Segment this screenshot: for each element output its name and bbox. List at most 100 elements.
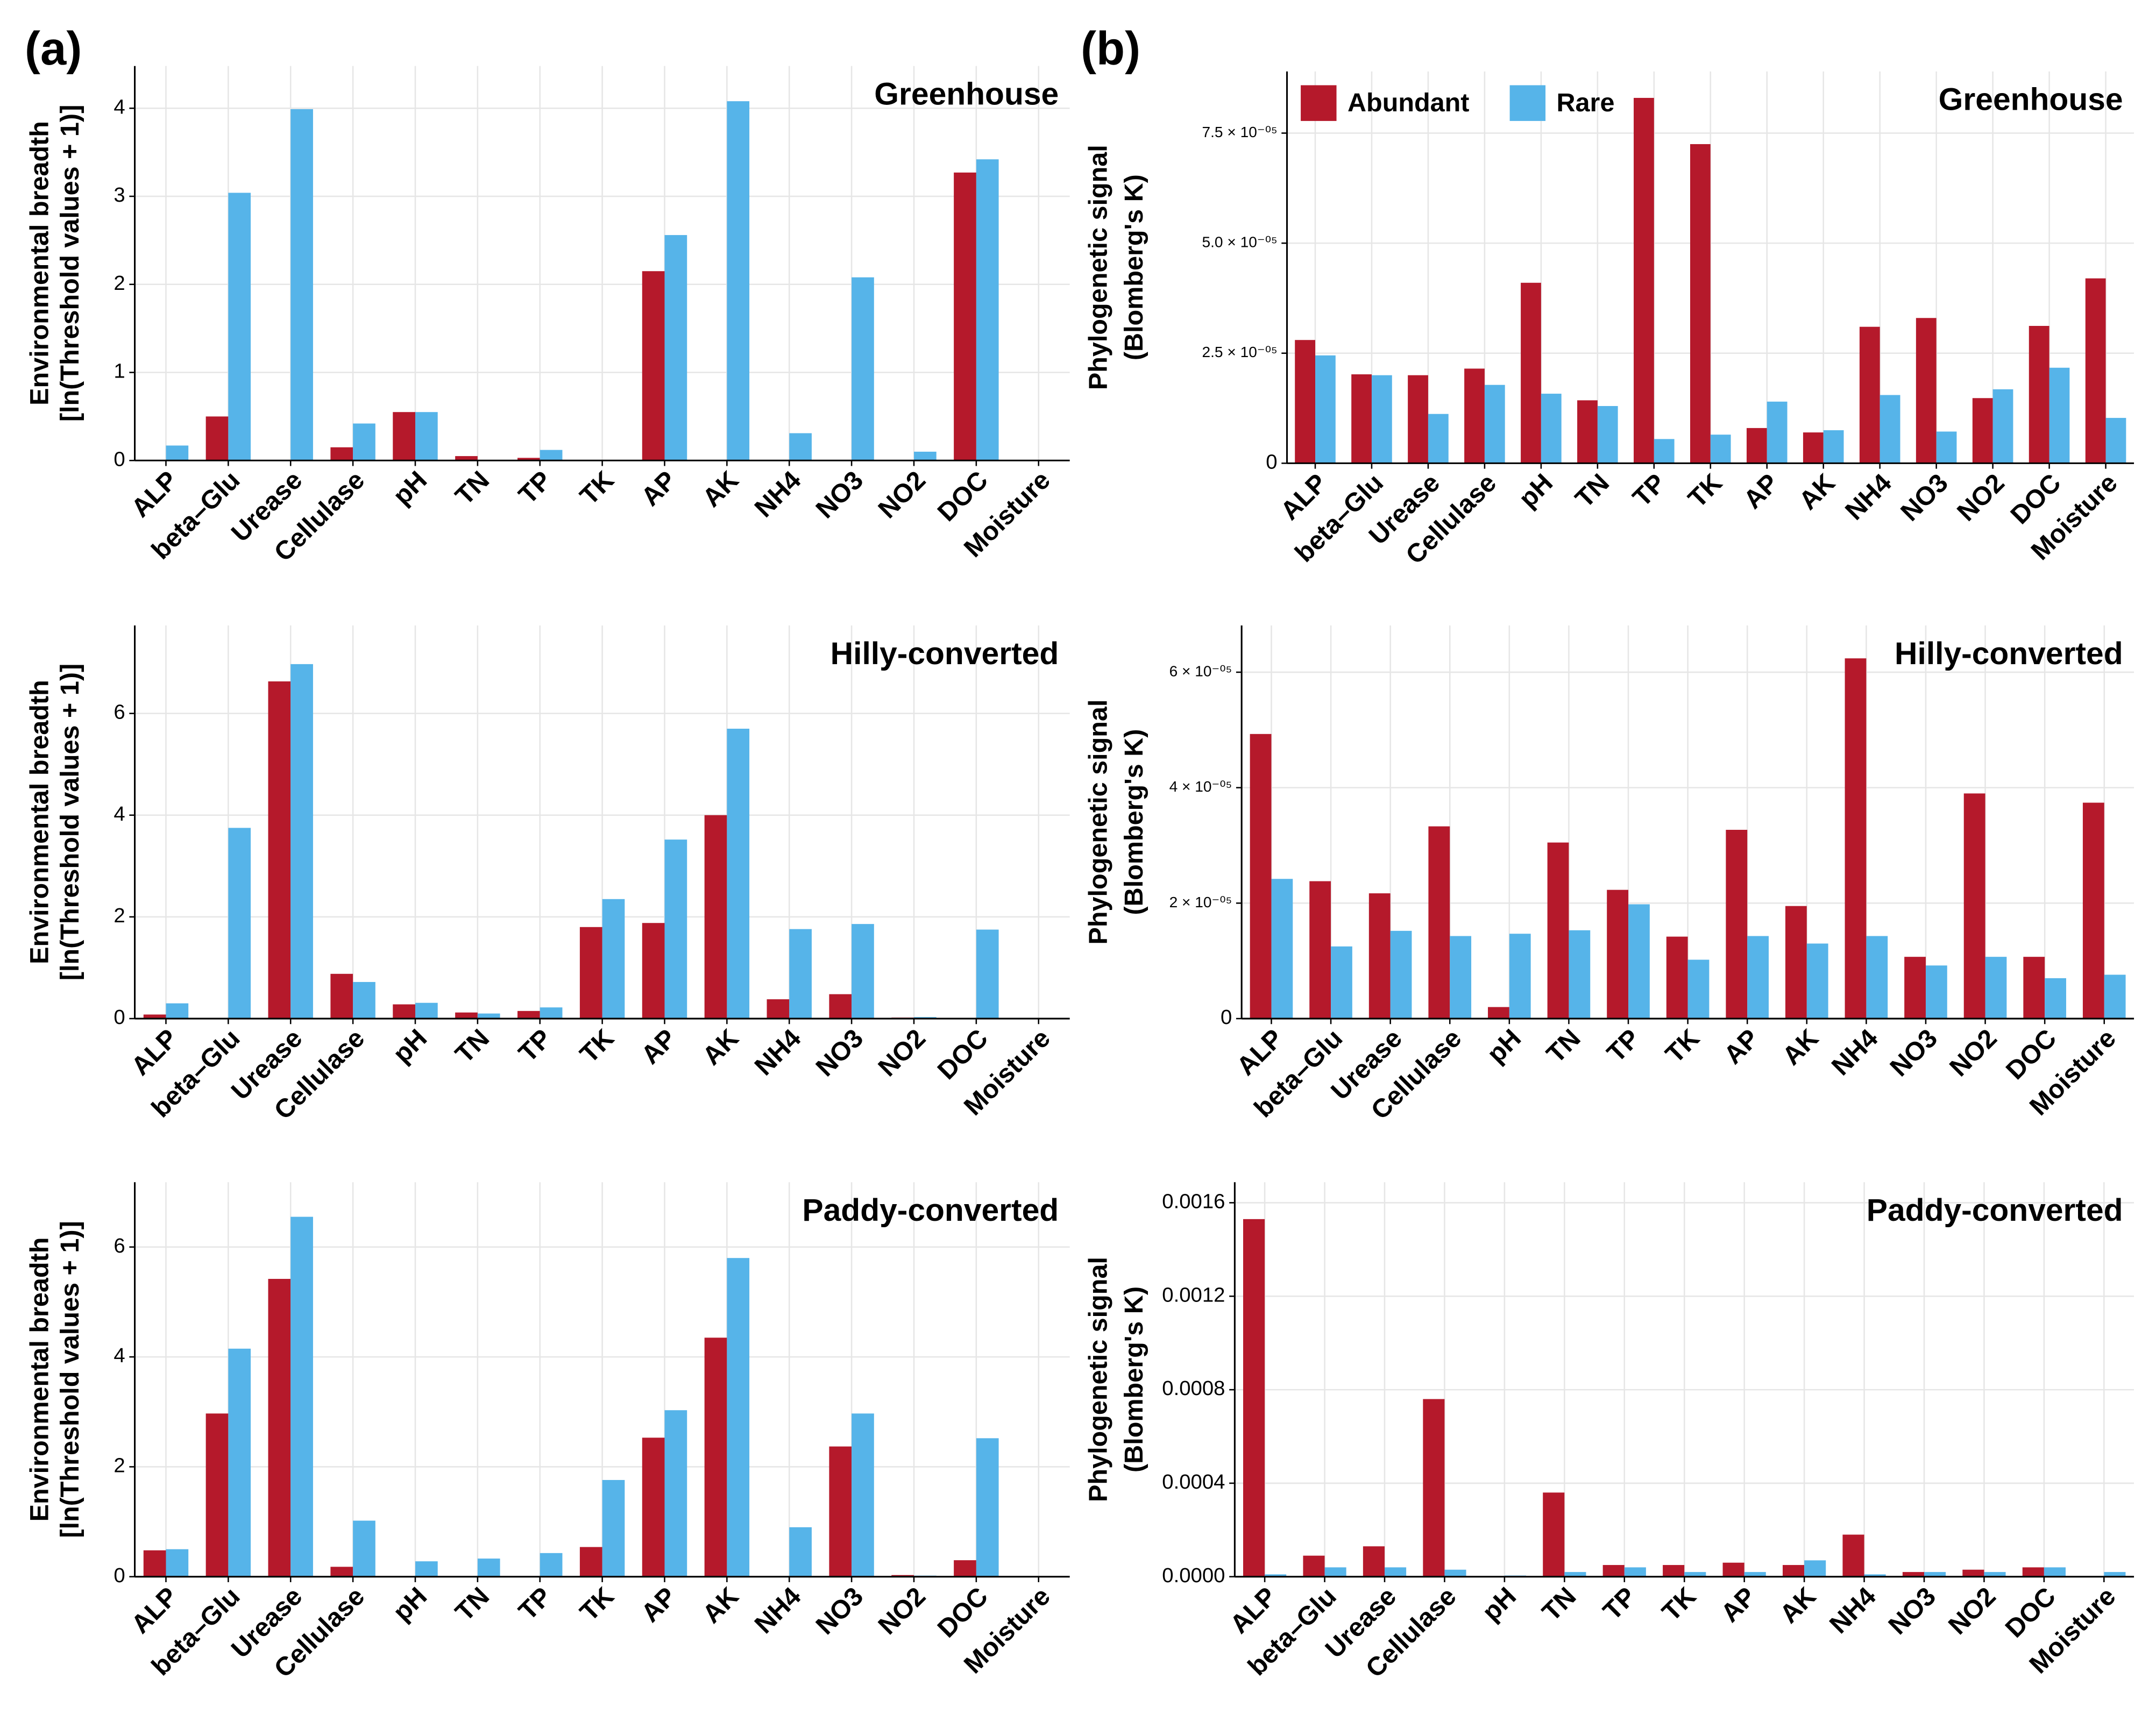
bar [1864, 1574, 1886, 1577]
bar [1624, 1567, 1646, 1577]
bar [1710, 435, 1731, 464]
y-tick-label: 2.5 × 10⁻⁰⁵ [1202, 344, 1277, 360]
y-tick-label: 0 [1221, 1006, 1232, 1029]
bar [976, 929, 999, 1019]
bar [166, 1003, 189, 1019]
panel-title: Hilly-converted [1895, 636, 2123, 671]
bar [1925, 965, 1947, 1019]
x-tick-label: NO3 [811, 1023, 869, 1082]
x-tick-label: AP [1719, 1023, 1765, 1070]
x-tick-label: NO2 [873, 1582, 931, 1640]
bar [1602, 1565, 1625, 1577]
legend-label: Rare [1557, 88, 1615, 117]
panel-label: (b) [1081, 23, 1140, 75]
bar [954, 172, 976, 461]
bar [415, 1561, 438, 1577]
y-axis-label: Phylogenetic signal [1084, 1257, 1113, 1502]
bar [704, 815, 727, 1019]
bar [1363, 1546, 1385, 1577]
bar [1806, 943, 1828, 1019]
bar [1767, 401, 1788, 464]
bar [602, 1479, 625, 1577]
bar [1331, 946, 1352, 1019]
bar [477, 1559, 500, 1577]
x-tick-label: TN [450, 1582, 495, 1627]
bar [2044, 1567, 2066, 1577]
x-tick-label: TN [1570, 468, 1615, 514]
bar [579, 927, 602, 1019]
x-tick-label: TK [575, 466, 620, 511]
bar [205, 416, 229, 461]
bar [1243, 1219, 1265, 1577]
bar [290, 109, 313, 461]
x-tick-label: AP [636, 1582, 682, 1628]
bar [1464, 368, 1485, 464]
bar [540, 1007, 563, 1019]
bar [1315, 355, 1336, 464]
bar [2082, 802, 2104, 1019]
y-axis-label: [ln(Threshold values + 1)] [55, 664, 84, 980]
bar [2022, 1567, 2044, 1577]
bar [954, 1560, 976, 1577]
bar [789, 433, 812, 461]
x-tick-label: AK [697, 466, 744, 513]
y-tick-label: 2 [114, 272, 125, 295]
bar [228, 193, 251, 461]
bar [1782, 1565, 1805, 1577]
bar [1634, 98, 1654, 464]
x-tick-label: pH [387, 1023, 432, 1069]
bar [1390, 930, 1412, 1019]
y-axis-label: Environmental breadth [25, 680, 54, 964]
bar [2049, 367, 2070, 464]
y-axis-label: (Blomberg's K) [1119, 729, 1148, 915]
x-tick-label: ALP [126, 1023, 183, 1081]
x-tick-label: TP [1601, 1023, 1646, 1068]
bar [330, 1567, 353, 1577]
x-tick-label: AP [1715, 1582, 1762, 1628]
x-tick-label: NO2 [873, 1023, 931, 1082]
y-axis-label: [ln(Threshold values + 1)] [55, 1221, 84, 1538]
bar [517, 458, 540, 461]
bar [1687, 959, 1710, 1019]
x-tick-label: NO3 [1895, 468, 1954, 527]
bar [1384, 1567, 1407, 1577]
bar [2104, 974, 2126, 1019]
bar [1371, 375, 1392, 464]
x-tick-label: TP [1598, 1582, 1642, 1626]
legend-swatch [1509, 85, 1546, 121]
x-tick-label: NO2 [873, 466, 931, 524]
legend-label: Abundant [1348, 88, 1470, 117]
y-tick-label: 5.0 × 10⁻⁰⁵ [1202, 234, 1277, 251]
x-tick-label: AK [1775, 1582, 1822, 1629]
bar [1577, 400, 1598, 464]
bar [455, 1012, 478, 1019]
y-tick-label: 6 [114, 701, 125, 724]
x-tick-label: TK [1683, 468, 1728, 514]
bar [1543, 1492, 1565, 1577]
bar [1450, 936, 1472, 1019]
bar [1866, 936, 1888, 1019]
bar [1569, 930, 1591, 1019]
x-tick-label: NO3 [1884, 1023, 1943, 1082]
x-tick-label: pH [1481, 1023, 1527, 1069]
bar [1972, 398, 1993, 464]
x-tick-label: AK [697, 1023, 744, 1071]
bar [913, 451, 937, 461]
bar [1904, 957, 1926, 1019]
bar [1746, 428, 1767, 464]
y-tick-label: 0.0012 [1162, 1283, 1225, 1306]
bar [1547, 842, 1569, 1019]
bar [1295, 340, 1316, 464]
bar [2085, 278, 2106, 464]
bar [727, 1258, 750, 1577]
bar [455, 456, 478, 461]
bar [1521, 282, 1541, 464]
x-tick-label: TK [1656, 1582, 1701, 1627]
bar [1250, 734, 1272, 1019]
x-tick-label: TP [513, 466, 557, 510]
bar [1684, 1572, 1706, 1577]
bar [1902, 1572, 1924, 1577]
x-tick-label: TP [1627, 468, 1671, 513]
y-tick-label: 0.0016 [1162, 1190, 1225, 1213]
panel-title: Hilly-converted [831, 636, 1059, 671]
